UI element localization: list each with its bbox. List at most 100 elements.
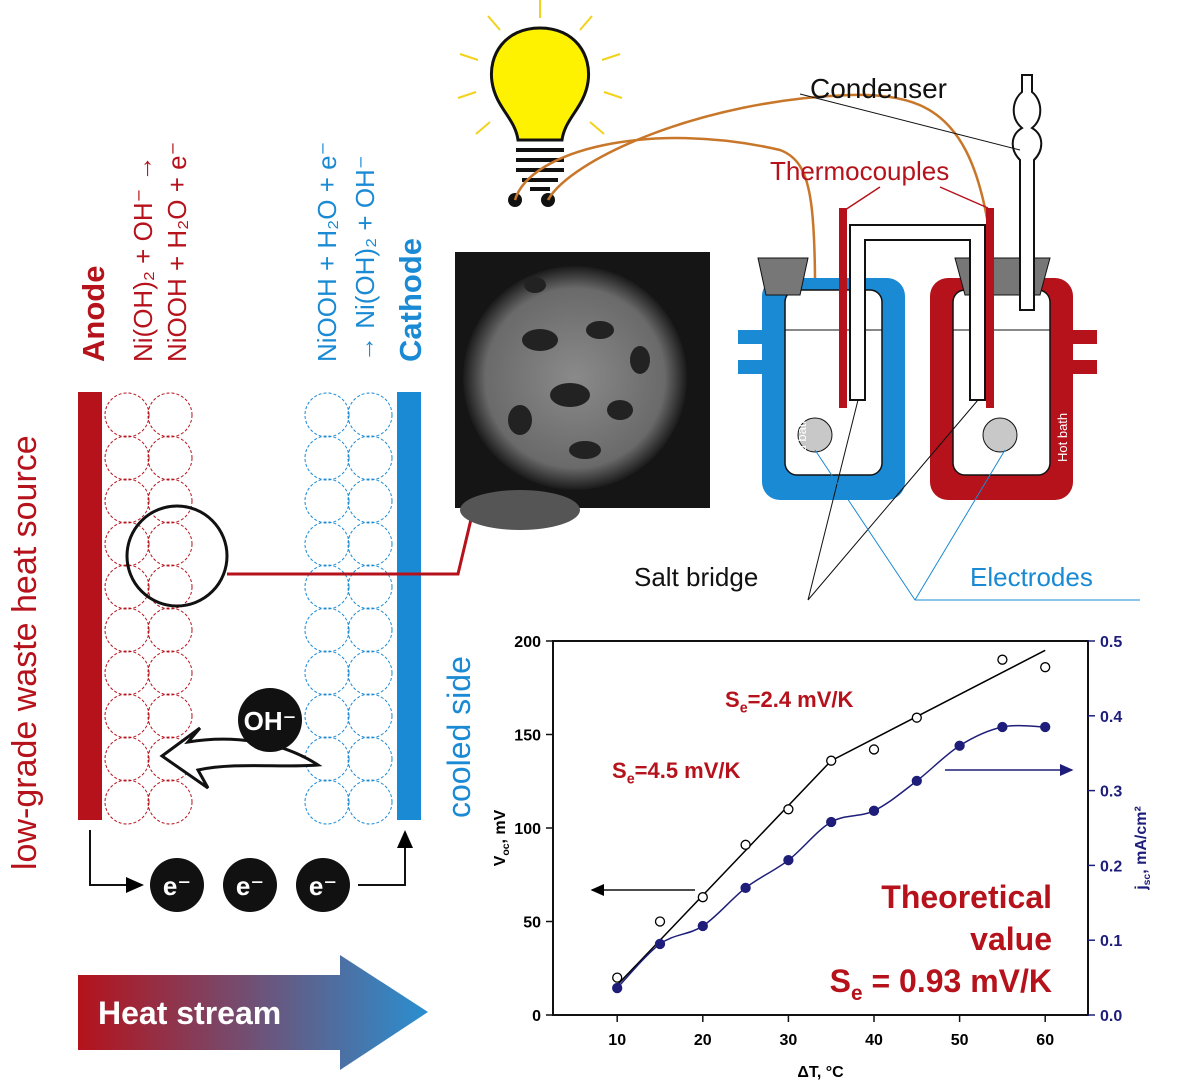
y-tick-label: 0	[532, 1008, 541, 1025]
data-point	[612, 982, 623, 994]
label-sub: sc	[1142, 874, 1153, 886]
particle	[304, 607, 350, 653]
electron-label: e⁻	[236, 871, 264, 901]
particle	[147, 650, 193, 696]
electron	[223, 858, 277, 912]
label-part: S	[725, 687, 740, 712]
bulb	[457, 0, 623, 207]
particle	[104, 736, 150, 782]
electron-label: e⁻	[309, 871, 337, 901]
y2-tick-label: 0.0	[1100, 1008, 1122, 1025]
cathode-reaction: NiOOH + H₂O + e⁻	[312, 142, 342, 362]
cathode-reaction: → Ni(OH)₂ + OH⁻	[350, 155, 380, 362]
ion-label: OH⁻	[244, 706, 297, 736]
label: Voc, mV	[492, 809, 512, 866]
label-part: , mV	[492, 809, 509, 843]
x-tick-label: 10	[608, 1032, 626, 1049]
heat-arrow	[78, 955, 428, 1070]
electron-path	[89, 830, 144, 893]
data-point	[740, 882, 751, 893]
cold-bath-label: Cold bath	[794, 416, 809, 472]
particle	[347, 779, 393, 825]
particle	[104, 564, 150, 610]
electron	[150, 858, 204, 912]
particle	[104, 693, 150, 739]
electron-path	[358, 830, 413, 886]
label-sub: e	[627, 772, 635, 788]
y-tick-label: 150	[514, 728, 541, 745]
data-point	[654, 938, 666, 950]
particle	[304, 736, 350, 782]
particle	[104, 607, 150, 653]
anode-label: Anode	[76, 266, 111, 362]
sem-image	[455, 252, 710, 530]
label: jsc, mA/cm²	[1133, 806, 1153, 891]
data-point	[997, 721, 1008, 733]
label-part: , mA/cm²	[1133, 806, 1150, 874]
x-tick-label: 40	[865, 1032, 883, 1049]
electron-label: e⁻	[163, 871, 191, 901]
particle	[104, 435, 150, 481]
electrodes-label: Electrodes	[970, 562, 1093, 592]
data-point	[612, 972, 623, 983]
cathode-bar	[397, 392, 421, 820]
label: Se = 0.93 mV/K	[830, 963, 1052, 1005]
anode-bar	[78, 392, 102, 820]
label-part: V	[492, 855, 509, 866]
cooled-label: cooled side	[441, 656, 477, 818]
particle	[304, 478, 350, 524]
side-label: low-grade waste heat source	[6, 435, 44, 870]
y2-tick-label: 0.3	[1100, 784, 1122, 801]
anode-reaction: NiOOH + H₂O + e⁻	[162, 142, 192, 362]
data-point	[911, 775, 922, 787]
particle	[104, 779, 150, 825]
label-part: j	[1133, 885, 1150, 890]
y2-tick-label: 0.4	[1100, 709, 1122, 726]
particle	[104, 650, 150, 696]
label-part: =2.4 mV/K	[748, 687, 854, 712]
particle	[304, 779, 350, 825]
condenser-label: Condenser	[810, 73, 947, 104]
label-sub: oc	[501, 843, 512, 855]
data-point	[868, 744, 880, 755]
data-point	[826, 755, 837, 766]
particle	[147, 521, 193, 567]
particle	[347, 435, 393, 481]
particle	[304, 693, 350, 739]
data-point	[783, 855, 794, 866]
data-point	[911, 712, 922, 723]
y-tick-label: 50	[523, 915, 541, 932]
data-point	[697, 892, 708, 903]
theoretical-label: value	[970, 921, 1052, 957]
apparatus: Condenser Thermocouples Cold bath Hot ba…	[513, 73, 1140, 601]
chart: 10 20 30 40 50 60 0 50 100 150 200 0.0 0.1 0.2 0.3 0.4 0…	[492, 634, 1153, 1081]
particle	[304, 650, 350, 696]
particle	[147, 564, 193, 610]
data-point	[1040, 721, 1051, 733]
particle	[147, 779, 193, 825]
label-part: S	[830, 963, 851, 999]
particle	[347, 521, 393, 567]
label-part: S	[612, 758, 627, 783]
label: Se=2.4 mV/K	[725, 687, 854, 717]
theoretical-label: Theoretical	[881, 879, 1052, 915]
label-part: = 0.93 mV/K	[863, 963, 1052, 999]
particle	[347, 736, 393, 782]
data-point	[783, 804, 794, 815]
particle	[347, 650, 393, 696]
particle	[104, 478, 150, 524]
particle	[304, 521, 350, 567]
data-point	[1040, 662, 1051, 673]
data-point	[654, 916, 666, 927]
data-point	[954, 740, 965, 751]
data-point	[740, 839, 751, 850]
thermocouples-label: Thermocouples	[770, 156, 949, 186]
particle	[304, 435, 350, 481]
label-sub: e	[851, 982, 863, 1005]
y2-tick-label: 0.2	[1100, 858, 1122, 875]
particle	[347, 693, 393, 739]
particle	[104, 521, 150, 567]
particle	[147, 478, 193, 524]
data-point	[997, 654, 1008, 665]
